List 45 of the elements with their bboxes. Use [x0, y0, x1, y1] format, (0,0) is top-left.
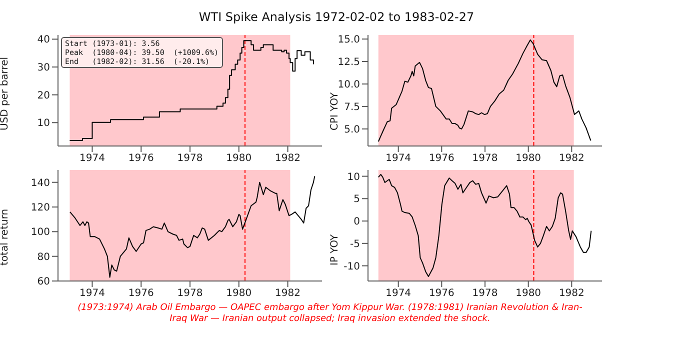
y-tick-label: 10 [347, 172, 360, 183]
x-tick-label: 1974 [386, 153, 412, 164]
y-axis-title: total return [0, 208, 11, 266]
x-tick-label: 1976 [428, 288, 454, 300]
x-tick-label: 1978 [177, 288, 203, 300]
y-tick-label: 120 [30, 202, 50, 214]
y-axis-title: CPI YOY [330, 91, 341, 130]
y-axis-title: USD per barrel [0, 56, 11, 130]
y-tick-label: 15.0 [338, 34, 360, 46]
y-tick-label: 5.0 [344, 124, 360, 136]
x-tick-label: 1976 [428, 153, 454, 164]
text: (1973:1974) Arab Oil Embargo — OAPEC embargo after Yom Kippur War. (1978:1981) Iranian Revolution & Iran-Iraq War — Iranian output collapsed; Iraq invasion extended the shock. [76, 303, 584, 325]
x-tick-label: 1980 [226, 153, 252, 164]
x-tick-label: 1974 [79, 288, 105, 300]
chart-title: WTI Spike Analysis 1972-02-02 to 1983-02-27 [198, 10, 476, 24]
y-tick-label: 10 [37, 118, 50, 130]
x-tick-label: 1982 [275, 153, 301, 164]
x-tick-label: 1980 [516, 153, 542, 164]
y-tick-label: 12.5 [338, 57, 360, 68]
y-tick-label: 80 [37, 252, 50, 263]
y-tick-label: 7.5 [344, 102, 360, 114]
y-tick-label: -5 [350, 238, 360, 250]
y-tick-label: 5 [354, 194, 360, 206]
y-tick-label: 0 [354, 216, 360, 228]
x-tick-label: 1976 [128, 288, 154, 300]
y-tick-label: 10.0 [338, 80, 360, 91]
y-tick-label: 60 [37, 276, 50, 288]
x-tick-label: 1974 [386, 288, 412, 300]
x-tick-label: 1976 [128, 153, 154, 164]
y-tick-label: 40 [37, 34, 50, 46]
x-tick-label: 1978 [177, 153, 203, 164]
x-tick-label: 1980 [226, 288, 252, 300]
y-tick-label: -10 [344, 261, 360, 272]
x-tick-label: 1982 [275, 288, 301, 300]
x-tick-label: 1978 [472, 153, 498, 164]
x-tick-label: 1982 [558, 153, 584, 164]
y-tick-label: 20 [37, 90, 50, 102]
x-tick-label: 1974 [79, 153, 105, 164]
x-tick-label: 1980 [516, 288, 542, 300]
y-tick-label: 30 [37, 62, 50, 74]
y-tick-label: 100 [30, 227, 50, 238]
x-tick-label: 1978 [472, 288, 498, 300]
y-axis-title: IP YOY [330, 233, 341, 266]
y-tick-label: 140 [30, 178, 50, 189]
x-tick-label: 1982 [558, 288, 584, 300]
